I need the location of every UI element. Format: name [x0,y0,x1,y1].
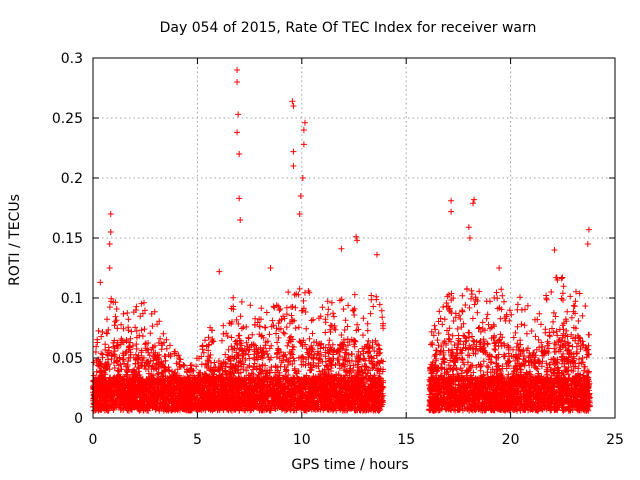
y-tick-label: 0.3 [61,51,83,67]
data-points [90,67,593,414]
axis-ticks [92,57,616,419]
x-tick-label: 25 [606,432,624,448]
scatter-point [471,196,478,203]
scatter-point [237,217,244,223]
scatter-point [234,67,241,73]
y-tick-label: 0.05 [52,351,83,367]
scatter-point [236,151,243,157]
scatter-point [373,251,380,258]
scatter-point [297,193,304,199]
y-tick-label: 0 [74,411,83,427]
x-tick-label: 20 [502,432,520,448]
scatter-point [299,175,306,181]
y-tick-label: 0.25 [52,111,83,127]
scatter-point [289,98,296,105]
scatter-point [290,163,297,169]
scatter-point [551,247,558,253]
scatter-point [353,233,360,240]
scatter-point [470,200,477,207]
scatter-point [290,103,297,109]
scatter-point [97,279,104,286]
scatter-point [236,195,243,202]
scatter-point [290,148,297,155]
x-tick-label: 0 [89,432,98,448]
scatter-point [465,224,472,231]
scatter-point [585,226,592,233]
scatter-point [107,211,114,217]
chart-title: Day 054 of 2015, Rate Of TEC Index for r… [160,20,537,36]
axis-tick-labels: 0 5 10 15 20 25 0 0.05 0.1 0.15 0.2 0.25 0.3 [52,51,624,448]
scatter-point [448,208,455,215]
y-tick-label: 0.1 [61,291,83,307]
y-axis-title: ROTI / TECUs [7,194,23,286]
scatter-point [584,241,591,247]
scatter-point [234,129,241,136]
scatter-point [466,235,473,241]
x-axis-title: GPS time / hours [291,457,408,473]
scatter-point [216,268,223,275]
grid-lines [93,58,615,418]
y-tick-label: 0.15 [52,231,83,247]
x-tick-label: 5 [193,432,202,448]
scatter-point [448,197,455,204]
x-tick-label: 10 [293,432,311,448]
scatter-point [107,229,114,235]
y-tick-label: 0.2 [61,171,83,187]
scatter-point [106,265,113,271]
scatter-point [267,265,274,271]
scatter-point [496,265,503,271]
scatter-point [234,79,241,85]
scatter-point [300,127,307,133]
scatter-point [296,211,303,217]
scatter-point-cloud [90,274,593,414]
x-tick-label: 15 [397,432,415,448]
scatter-point [235,111,242,118]
scatter-point [338,245,345,252]
scatter-point [106,241,113,247]
scatter-point [354,237,361,244]
scatter-point [300,141,307,148]
scatter-point [301,119,308,126]
